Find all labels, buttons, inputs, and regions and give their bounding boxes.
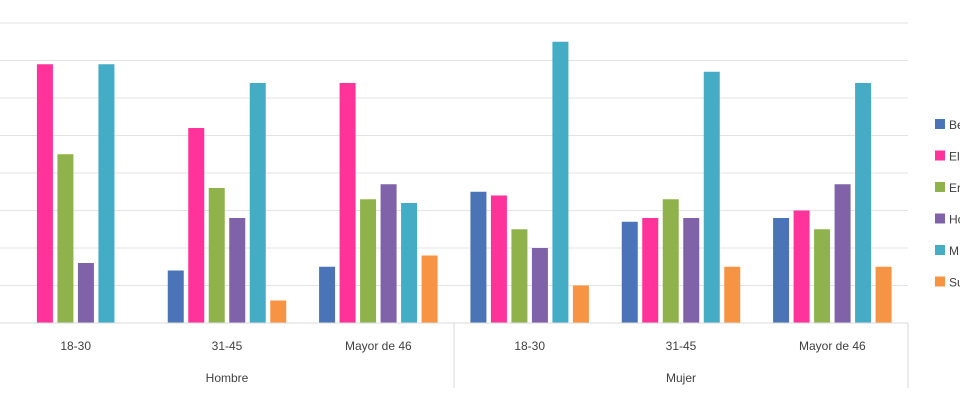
bar-su-6: [875, 266, 892, 323]
bar-el-1: [36, 64, 53, 323]
legend-swatch-el: [935, 150, 945, 161]
legend-label-el: El: [949, 150, 960, 164]
bar-er-1: [57, 154, 74, 323]
bar-ho-5: [683, 218, 700, 323]
legend-label-er: Er: [949, 181, 960, 195]
legend-swatch-er: [935, 182, 945, 192]
bar-su-5: [724, 266, 741, 323]
bar-el-6: [793, 210, 810, 323]
legend: Be El Er Ho M Su: [935, 118, 960, 290]
bar-er-2: [208, 188, 225, 323]
bar-m-3: [401, 203, 418, 323]
gridlines: [0, 22, 908, 286]
legend-label-m: M: [949, 244, 959, 258]
bar-m-6: [855, 83, 872, 323]
group-label: Mujer: [666, 371, 696, 385]
x-axis: 18-30 31-45 Mayor de 46 18-30 31-45 Mayor de …: [0, 322, 909, 388]
bar-be-2: [167, 270, 184, 323]
bar-el-4: [490, 195, 507, 323]
legend-label-su: Su: [949, 276, 960, 290]
bar-be-4: [470, 191, 487, 323]
bars: [36, 41, 892, 323]
bar-su-2: [270, 300, 287, 323]
bar-er-4: [511, 229, 528, 323]
bar-er-5: [662, 199, 679, 323]
category-tick-label: Mayor de 46: [345, 339, 412, 353]
bar-ho-6: [834, 184, 851, 323]
category-tick-label: 31-45: [212, 339, 243, 353]
bar-m-4: [552, 41, 569, 323]
category-tick-label: Mayor de 46: [799, 339, 866, 353]
bar-ho-3: [380, 184, 397, 323]
bar-ho-2: [229, 218, 246, 323]
bar-el-2: [188, 128, 205, 323]
group-label: Hombre: [206, 371, 249, 385]
bar-be-6: [773, 218, 790, 323]
bar-ho-1: [77, 263, 94, 323]
bar-be-5: [621, 221, 638, 323]
bar-er-3: [360, 199, 377, 323]
legend-label-ho: Ho: [949, 213, 960, 227]
bar-su-4: [572, 285, 589, 323]
bar-m-5: [703, 71, 720, 323]
bar-m-2: [249, 83, 266, 323]
legend-swatch-su: [935, 276, 945, 287]
legend-swatch-be: [935, 119, 945, 129]
legend-label-be: Be: [949, 118, 960, 132]
bar-ho-4: [531, 248, 548, 323]
category-tick-label: 18-30: [514, 339, 545, 353]
bar-el-5: [642, 218, 659, 323]
legend-swatch-m: [935, 245, 945, 255]
category-tick-label: 31-45: [666, 339, 697, 353]
bar-er-6: [814, 229, 831, 323]
bar-m-1: [98, 64, 115, 323]
legend-swatch-ho: [935, 213, 945, 224]
bar-be-3: [319, 266, 336, 323]
bar-su-3: [421, 255, 438, 323]
category-tick-label: 18-30: [60, 339, 91, 353]
bar-el-3: [339, 83, 356, 323]
